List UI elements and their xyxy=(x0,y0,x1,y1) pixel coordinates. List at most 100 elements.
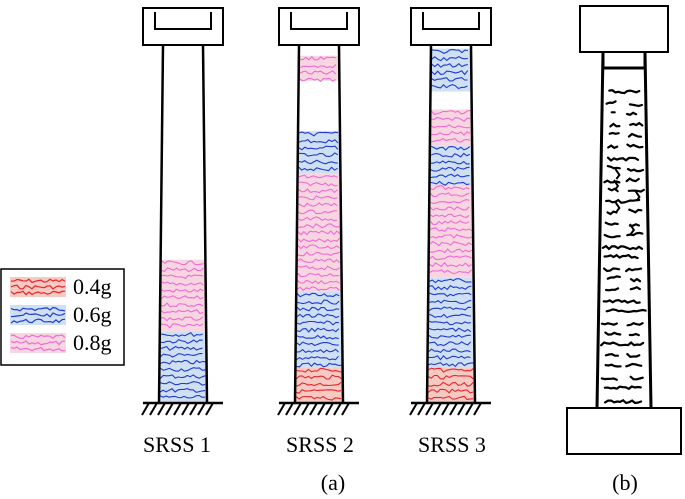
crack-line xyxy=(299,70,337,75)
specimen-crack xyxy=(600,322,618,326)
crack-line xyxy=(429,284,472,291)
crack-line xyxy=(431,55,468,62)
crack-line xyxy=(297,286,340,292)
crack-line xyxy=(296,355,339,361)
crack-line xyxy=(428,334,471,339)
specimen-crack xyxy=(626,167,645,173)
crack-line xyxy=(429,234,473,239)
crack-line xyxy=(296,320,339,326)
column-cap xyxy=(278,7,360,46)
crack-line xyxy=(297,258,340,264)
specimen-crack xyxy=(626,111,638,116)
crack-line xyxy=(428,348,471,354)
band-fill xyxy=(159,259,207,332)
specimen-b xyxy=(566,5,682,455)
crack-line xyxy=(161,260,204,266)
crack-line xyxy=(160,309,204,315)
damage-band-0-6g xyxy=(295,292,343,368)
specimen-crack xyxy=(605,287,620,292)
column-label-srss-3: SRSS 3 xyxy=(418,432,486,457)
crack-line xyxy=(297,244,341,250)
specimen-top-block xyxy=(579,5,669,53)
specimen-crack xyxy=(626,231,644,237)
crack-line xyxy=(295,374,342,380)
band-fill xyxy=(297,130,341,174)
damage-band-0-8g xyxy=(159,259,207,332)
crack-line xyxy=(429,213,470,219)
crack-line xyxy=(295,389,342,394)
crack-line xyxy=(160,323,204,329)
crack-line xyxy=(428,374,474,380)
crack-line xyxy=(161,274,204,280)
damage-band-0-6g xyxy=(427,277,475,368)
crack-line xyxy=(428,354,471,361)
column-left-edge xyxy=(293,44,301,404)
crack-line xyxy=(297,237,341,243)
crack-line xyxy=(431,84,468,90)
specimen-neck xyxy=(601,52,647,70)
crack-line xyxy=(429,269,472,275)
crack-line xyxy=(428,299,472,305)
crack-line xyxy=(160,316,204,322)
column-left-edge xyxy=(157,44,165,404)
crack-line xyxy=(430,199,470,204)
crack-line xyxy=(160,352,203,358)
crack-line xyxy=(299,64,337,69)
crack-line xyxy=(427,395,474,401)
crack-line xyxy=(297,251,340,257)
crack-line xyxy=(430,160,470,165)
specimen-crack xyxy=(604,331,622,336)
damage-band-0-6g xyxy=(159,331,207,403)
specimen-crack xyxy=(628,103,643,108)
specimen-crack xyxy=(626,353,641,358)
crack-line xyxy=(431,77,468,82)
specimen-crack xyxy=(603,179,621,184)
crack-line xyxy=(161,267,204,273)
specimen-crack xyxy=(607,144,619,150)
specimen-crack xyxy=(609,122,621,128)
specimen-crack xyxy=(604,352,619,357)
crack-line xyxy=(161,302,204,308)
crack-line xyxy=(431,70,469,76)
specimen-left-edge xyxy=(595,51,605,409)
crack-line xyxy=(296,313,340,319)
crack-line xyxy=(428,320,471,326)
crack-line xyxy=(430,130,471,136)
crack-line xyxy=(160,381,206,386)
crack-line xyxy=(296,306,340,312)
specimen-crack xyxy=(604,363,622,368)
specimen-crack xyxy=(603,233,621,239)
specimen-crack xyxy=(608,131,620,135)
legend-line xyxy=(10,346,66,352)
crack-line xyxy=(296,299,340,305)
specimen-crack xyxy=(626,322,644,327)
crack-line xyxy=(160,332,203,338)
specimen-crack xyxy=(606,156,640,162)
legend-line xyxy=(10,290,66,296)
crack-line xyxy=(161,288,204,293)
column-2 xyxy=(277,7,360,416)
specimen-crack xyxy=(602,298,641,305)
column-left-edge xyxy=(425,44,433,404)
specimen-crack xyxy=(604,221,619,226)
legend-item-0-8g: 0.8g xyxy=(10,330,112,355)
specimen-crack xyxy=(627,132,643,138)
column-ground xyxy=(409,401,491,416)
specimen-crack xyxy=(608,89,641,95)
crack-line xyxy=(296,362,342,368)
crack-line xyxy=(298,131,339,137)
damage-band-0-8g xyxy=(298,55,340,83)
column-label-srss-2: SRSS 2 xyxy=(286,432,354,457)
crack-line xyxy=(297,279,340,285)
specimen-crack xyxy=(628,332,640,337)
crack-line xyxy=(429,220,470,225)
specimen-crack xyxy=(628,208,643,214)
damage-band-0-6g xyxy=(430,48,472,92)
crack-line xyxy=(296,381,342,387)
damage-band-0-6g xyxy=(429,145,473,186)
damage-band-0-8g xyxy=(296,173,342,293)
crack-line xyxy=(297,209,338,215)
damage-band-0-4g xyxy=(427,367,475,403)
crack-line xyxy=(299,77,336,83)
crack-line xyxy=(429,206,470,211)
